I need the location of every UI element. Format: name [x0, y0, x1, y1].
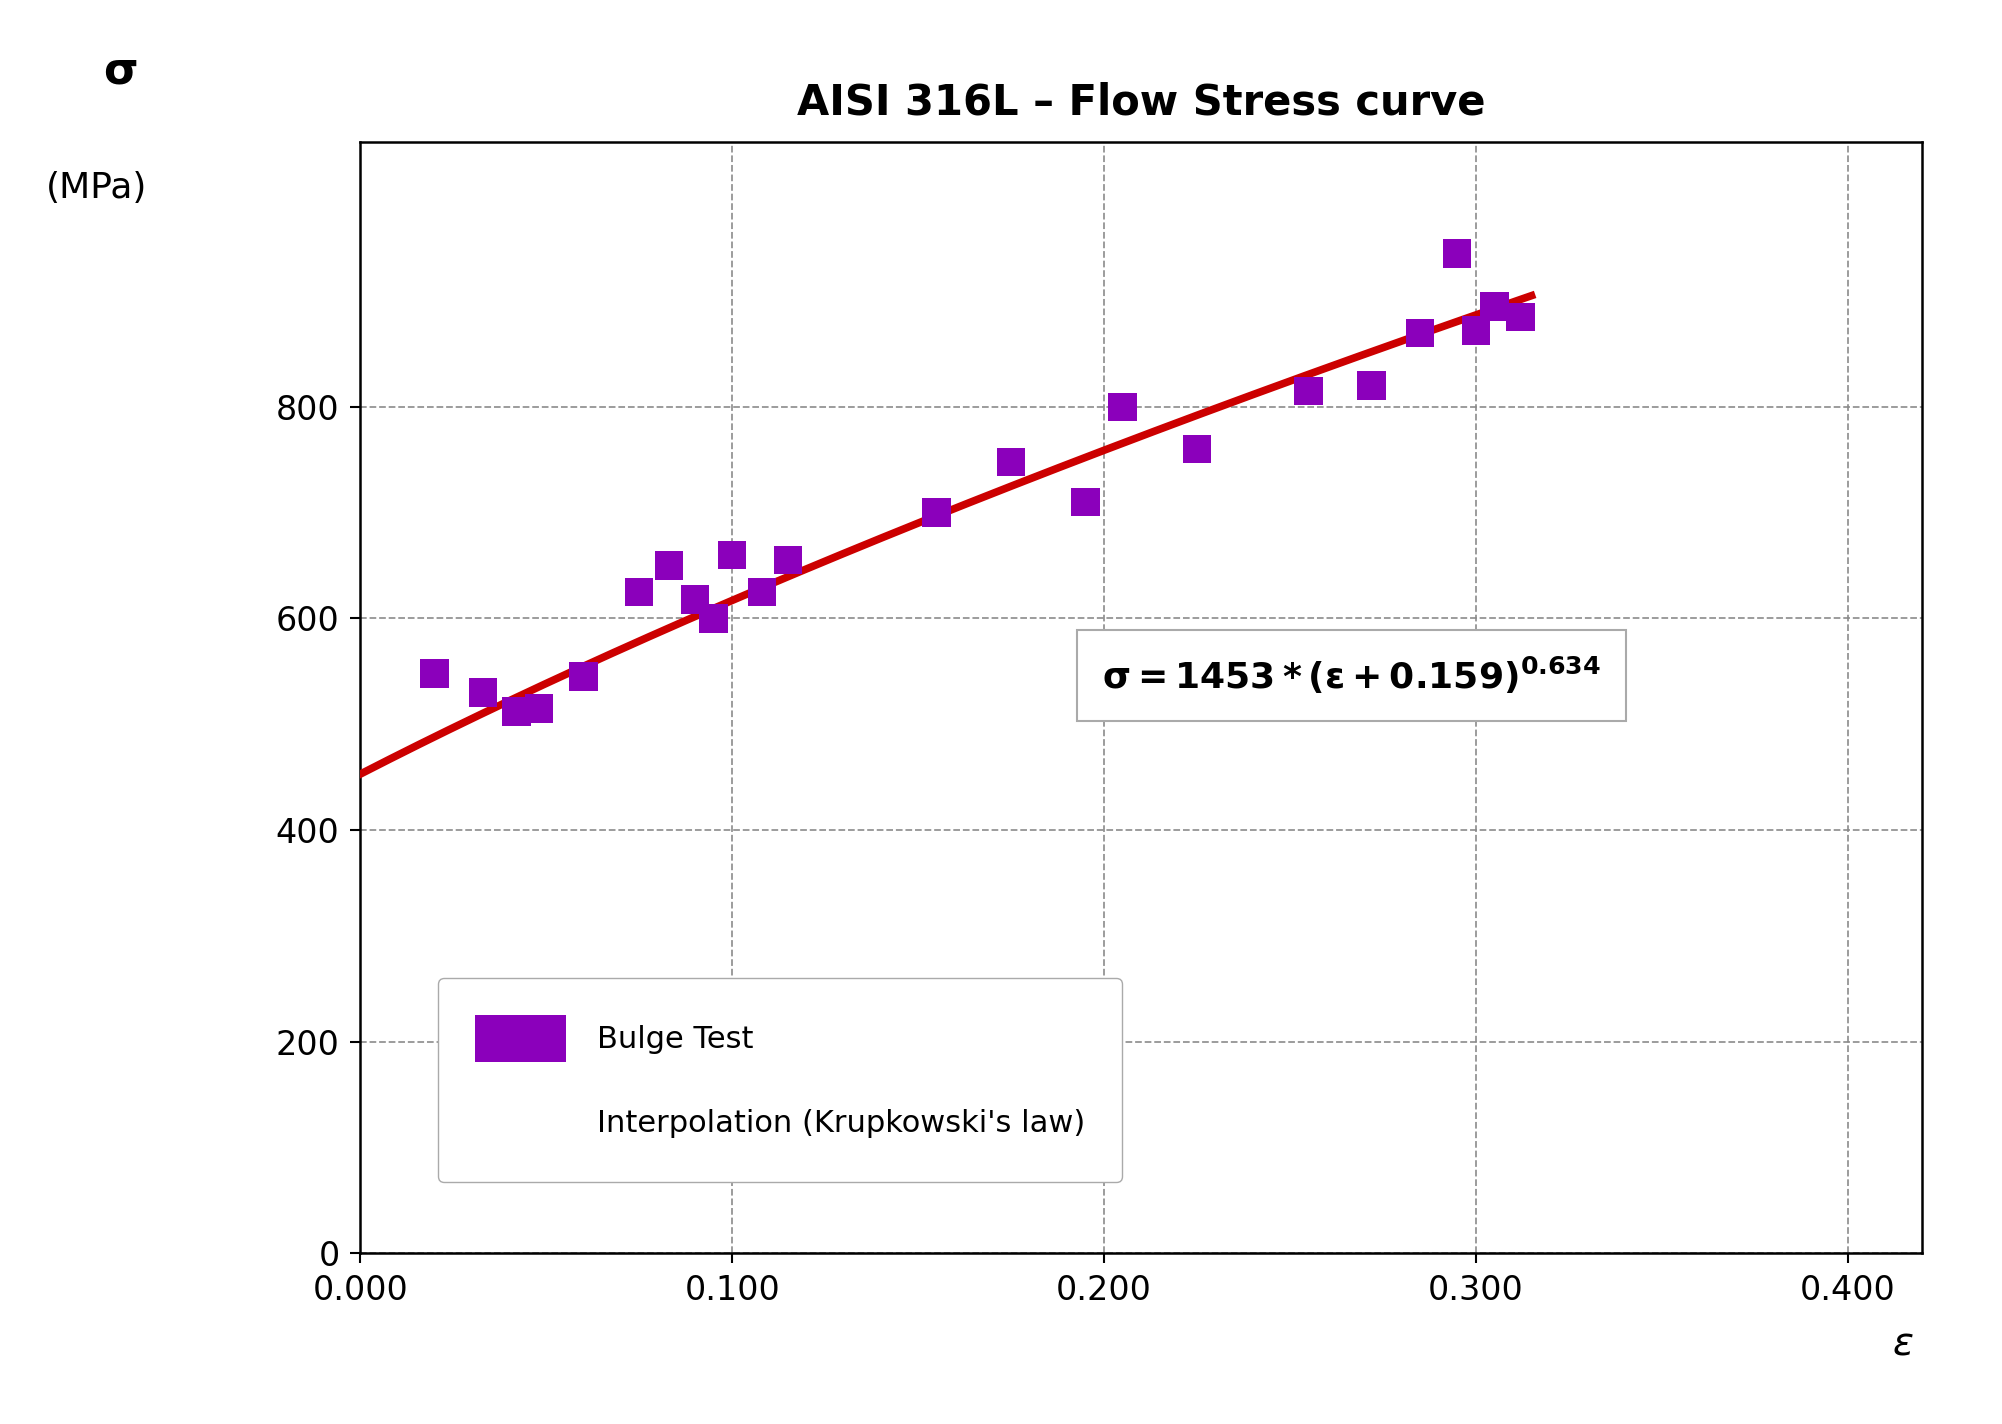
Point: [1441, 242, 1473, 265]
Point: [697, 607, 729, 629]
Point: [1477, 295, 1510, 318]
Point: [523, 696, 555, 719]
Point: [466, 681, 498, 703]
Point: [717, 544, 749, 567]
Point: [1293, 380, 1325, 403]
Point: [773, 548, 805, 571]
Point: [623, 581, 655, 604]
Point: [567, 665, 599, 688]
Point: [1181, 437, 1213, 460]
Text: $\mathbf{\sigma=1453*(\varepsilon+0.159)^{0.634}}$: $\mathbf{\sigma=1453*(\varepsilon+0.159)…: [1103, 655, 1602, 696]
Point: [1107, 396, 1139, 419]
Point: [500, 701, 533, 723]
Point: [653, 554, 685, 577]
Point: [1403, 322, 1435, 345]
Text: σ: σ: [102, 50, 138, 93]
Point: [1355, 375, 1387, 397]
Point: [995, 450, 1027, 473]
Point: [921, 501, 953, 524]
Legend: Bulge Test, Interpolation (Krupkowski's law): Bulge Test, Interpolation (Krupkowski's …: [438, 978, 1121, 1182]
Text: ε: ε: [1892, 1326, 1914, 1363]
Title: AISI 316L – Flow Stress curve: AISI 316L – Flow Stress curve: [797, 81, 1485, 124]
Point: [1069, 491, 1101, 514]
Point: [679, 588, 711, 611]
Point: [747, 581, 779, 604]
Text: (MPa): (MPa): [46, 171, 146, 205]
Point: [418, 662, 450, 685]
Point: [1504, 306, 1536, 329]
Point: [1459, 319, 1491, 342]
